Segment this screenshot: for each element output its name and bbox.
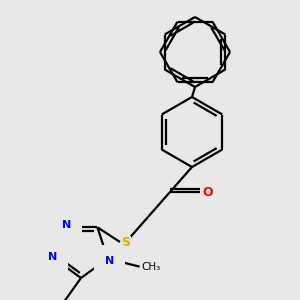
Text: O: O bbox=[202, 185, 213, 199]
Text: S: S bbox=[122, 236, 130, 248]
Text: N: N bbox=[48, 252, 57, 262]
Text: CH₃: CH₃ bbox=[142, 262, 161, 272]
Text: N: N bbox=[105, 256, 114, 266]
Text: N: N bbox=[62, 220, 71, 230]
